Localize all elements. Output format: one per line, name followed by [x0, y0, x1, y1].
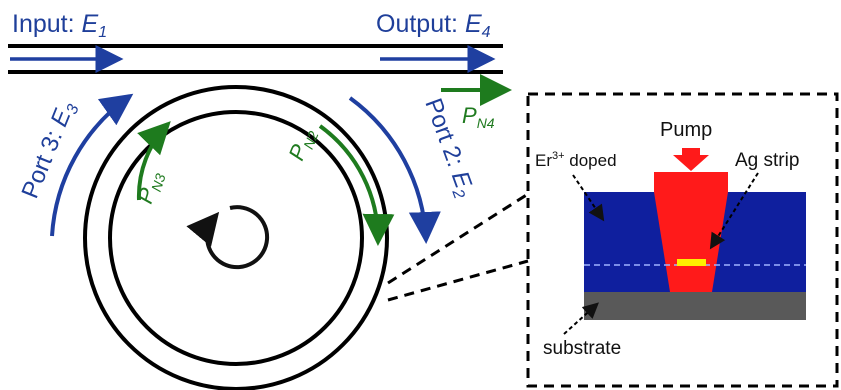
input-label: Input: E1: [12, 10, 107, 41]
pn4-label: PN4: [462, 103, 495, 131]
er-pointer-arrow: [572, 174, 605, 222]
ring-inner: [108, 110, 364, 366]
substrate-layer: [584, 292, 806, 320]
pn3-arrow: [136, 121, 171, 201]
zoom-line-top: [387, 192, 529, 285]
circulation-arrow-icon: [186, 205, 270, 270]
pn2-label: PN2: [283, 124, 321, 165]
zoom-line-bottom: [387, 259, 529, 302]
pump-label: Pump: [660, 119, 712, 141]
pump-region: [654, 172, 728, 292]
substrate-label: substrate: [543, 338, 621, 359]
output-label: Output: E4: [376, 10, 491, 41]
ag-pointer-arrow: [709, 172, 759, 250]
substrate-pointer-arrow: [563, 302, 599, 335]
pn2-arrow: [318, 124, 395, 246]
port2-arrow: [348, 96, 441, 244]
er-doped-label: Er3+ doped: [535, 150, 617, 170]
ag-strip-label: Ag strip: [735, 150, 799, 171]
ag-strip: [677, 259, 706, 266]
pump-arrow-icon: [673, 148, 709, 171]
ring-outer: [83, 85, 389, 390]
port3-arrow: [50, 93, 134, 237]
port3-label: Port 3: E3: [17, 97, 83, 203]
inset-box: [526, 92, 839, 388]
pn3-label: PN3: [132, 168, 169, 208]
